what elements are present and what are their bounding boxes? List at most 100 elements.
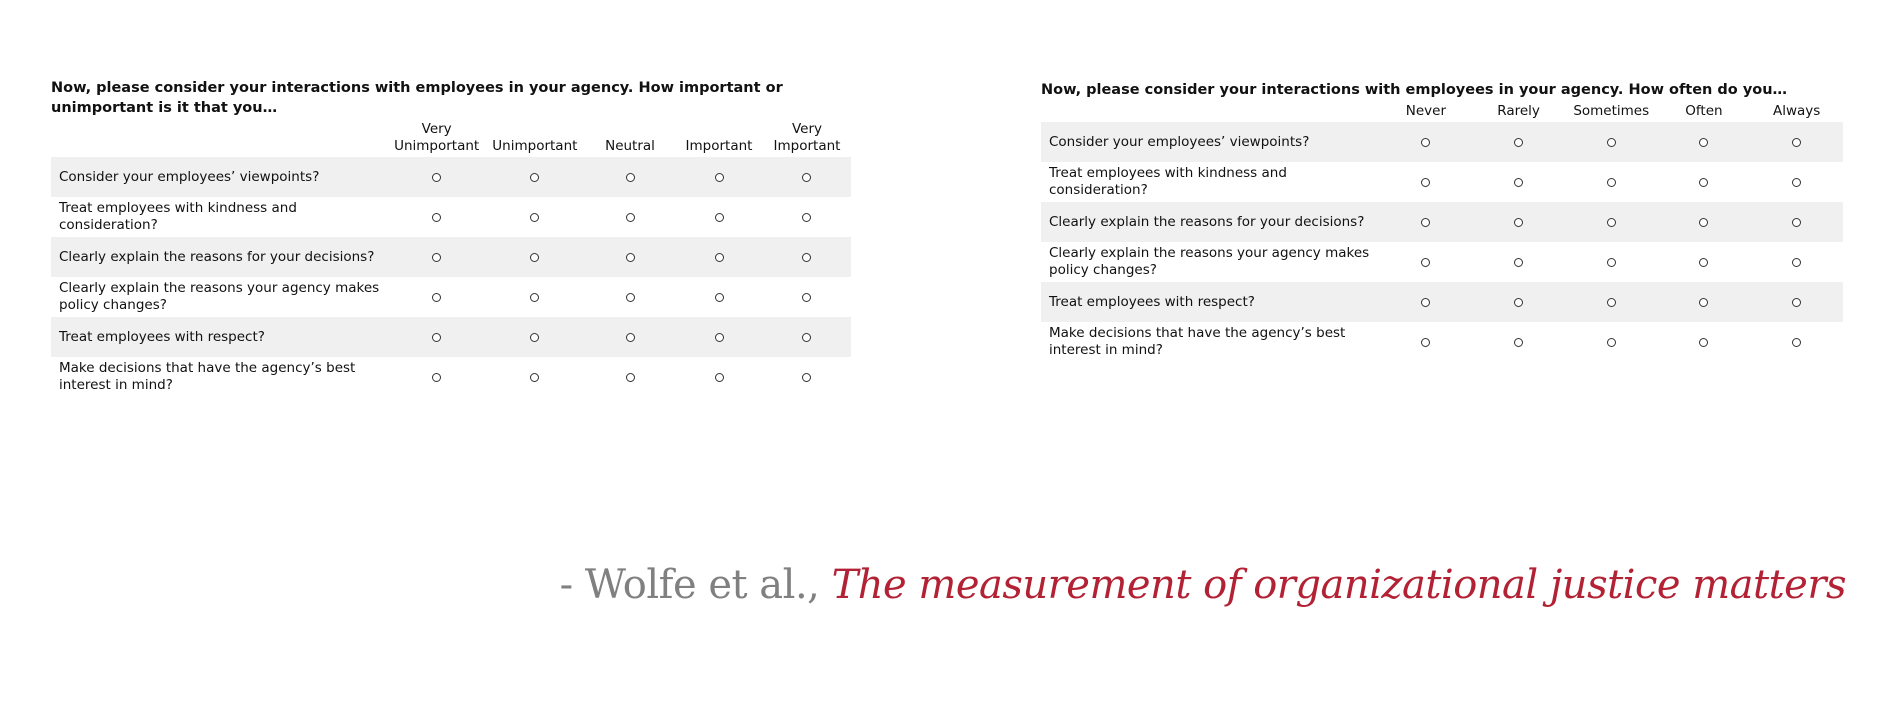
radio-button-icon[interactable] — [625, 372, 635, 382]
survey-item-row: Treat employees with kindness and conside… — [51, 197, 851, 237]
radio-button-icon[interactable] — [1514, 337, 1524, 347]
radio-button-icon[interactable] — [714, 172, 724, 182]
radio-button-icon[interactable] — [530, 372, 540, 382]
radio-button-icon[interactable] — [802, 332, 812, 342]
item-statement: Treat employees with respect? — [1049, 293, 1255, 310]
scale-label: Very Unimportant — [394, 121, 480, 154]
scale-header-row: Very Unimportant Unimportant Neutral Impo… — [51, 121, 851, 157]
radio-button-icon[interactable] — [1514, 137, 1524, 147]
scale-label: Unimportant — [492, 138, 578, 154]
radio-button-icon[interactable] — [714, 212, 724, 222]
likert-matrix: Very Unimportant Unimportant Neutral Impo… — [51, 121, 851, 397]
scale-header-row: Never Rarely Sometimes Often Always — [1041, 103, 1843, 122]
radio-button-icon[interactable] — [1606, 217, 1616, 227]
scale-label: Never — [1405, 103, 1446, 119]
radio-button-icon[interactable] — [802, 172, 812, 182]
citation-work-title: The measurement of organizational justic… — [831, 562, 1847, 608]
radio-button-icon[interactable] — [432, 292, 442, 302]
item-statement: Clearly explain the reasons for your dec… — [1049, 213, 1365, 230]
survey-item-row: Clearly explain the reasons your agency … — [1041, 242, 1843, 282]
radio-button-icon[interactable] — [1792, 297, 1802, 307]
radio-button-icon[interactable] — [625, 292, 635, 302]
radio-button-icon[interactable] — [530, 172, 540, 182]
radio-button-icon[interactable] — [714, 252, 724, 262]
survey-item-row: Clearly explain the reasons for your dec… — [51, 237, 851, 277]
radio-button-icon[interactable] — [802, 292, 812, 302]
radio-button-icon[interactable] — [432, 332, 442, 342]
radio-button-icon[interactable] — [625, 212, 635, 222]
radio-button-icon[interactable] — [1792, 257, 1802, 267]
radio-button-icon[interactable] — [1421, 257, 1431, 267]
scale-label: Very Important — [773, 121, 841, 154]
citation-author: - Wolfe et al., — [559, 562, 832, 608]
radio-button-icon[interactable] — [1421, 217, 1431, 227]
survey-question: Now, please consider your interactions w… — [51, 80, 783, 116]
survey-item-row: Clearly explain the reasons your agency … — [51, 277, 851, 317]
radio-button-icon[interactable] — [1606, 177, 1616, 187]
item-statement: Clearly explain the reasons your agency … — [1049, 245, 1370, 278]
radio-button-icon[interactable] — [432, 172, 442, 182]
radio-button-icon[interactable] — [1421, 297, 1431, 307]
scale-label: Often — [1685, 103, 1723, 119]
scale-label: Sometimes — [1573, 103, 1650, 119]
survey-question: Now, please consider your interactions w… — [1041, 82, 1788, 98]
radio-button-icon[interactable] — [1606, 337, 1616, 347]
citation: - Wolfe et al., The measurement of organ… — [559, 560, 1847, 610]
radio-button-icon[interactable] — [1514, 177, 1524, 187]
item-statement: Consider your employees’ viewpoints? — [59, 168, 320, 185]
radio-button-icon[interactable] — [1421, 137, 1431, 147]
item-statement: Consider your employees’ viewpoints? — [1049, 133, 1310, 150]
radio-button-icon[interactable] — [802, 372, 812, 382]
survey-item-row: Treat employees with respect? — [51, 317, 851, 357]
survey-importance: Now, please consider your interactions w… — [51, 78, 851, 397]
survey-item-row: Treat employees with respect? — [1041, 282, 1843, 322]
scale-label: Rarely — [1497, 103, 1540, 119]
radio-button-icon[interactable] — [714, 372, 724, 382]
radio-button-icon[interactable] — [530, 212, 540, 222]
scale-label: Neutral — [605, 138, 655, 154]
radio-button-icon[interactable] — [1421, 337, 1431, 347]
radio-button-icon[interactable] — [530, 252, 540, 262]
radio-button-icon[interactable] — [1514, 217, 1524, 227]
radio-button-icon[interactable] — [1514, 257, 1524, 267]
item-statement: Make decisions that have the agency’s be… — [1049, 325, 1346, 358]
item-statement: Make decisions that have the agency’s be… — [59, 360, 356, 393]
scale-label: Important — [685, 138, 753, 154]
radio-button-icon[interactable] — [1606, 297, 1616, 307]
radio-button-icon[interactable] — [1792, 137, 1802, 147]
radio-button-icon[interactable] — [530, 292, 540, 302]
radio-button-icon[interactable] — [1699, 337, 1709, 347]
radio-button-icon[interactable] — [1792, 337, 1802, 347]
radio-button-icon[interactable] — [714, 292, 724, 302]
survey-item-row: Treat employees with kindness and conside… — [1041, 162, 1843, 202]
radio-button-icon[interactable] — [802, 212, 812, 222]
item-statement: Clearly explain the reasons for your dec… — [59, 248, 375, 265]
likert-matrix: Never Rarely Sometimes Often Always Cons… — [1041, 103, 1843, 362]
radio-button-icon[interactable] — [625, 172, 635, 182]
radio-button-icon[interactable] — [1699, 177, 1709, 187]
radio-button-icon[interactable] — [1699, 257, 1709, 267]
radio-button-icon[interactable] — [1514, 297, 1524, 307]
radio-button-icon[interactable] — [432, 252, 442, 262]
radio-button-icon[interactable] — [432, 212, 442, 222]
radio-button-icon[interactable] — [625, 252, 635, 262]
survey-item-row: Make decisions that have the agency’s be… — [1041, 322, 1843, 362]
radio-button-icon[interactable] — [432, 372, 442, 382]
item-statement: Treat employees with kindness and conside… — [59, 200, 297, 233]
radio-button-icon[interactable] — [1699, 297, 1709, 307]
radio-button-icon[interactable] — [1699, 137, 1709, 147]
scale-label: Always — [1772, 103, 1821, 119]
radio-button-icon[interactable] — [530, 332, 540, 342]
radio-button-icon[interactable] — [1606, 137, 1616, 147]
radio-button-icon[interactable] — [1421, 177, 1431, 187]
item-statement: Treat employees with respect? — [59, 328, 265, 345]
radio-button-icon[interactable] — [625, 332, 635, 342]
radio-button-icon[interactable] — [714, 332, 724, 342]
radio-button-icon[interactable] — [1699, 217, 1709, 227]
survey-item-row: Clearly explain the reasons for your dec… — [1041, 202, 1843, 242]
radio-button-icon[interactable] — [802, 252, 812, 262]
item-statement: Treat employees with kindness and conside… — [1049, 165, 1287, 198]
radio-button-icon[interactable] — [1792, 177, 1802, 187]
radio-button-icon[interactable] — [1792, 217, 1802, 227]
radio-button-icon[interactable] — [1606, 257, 1616, 267]
